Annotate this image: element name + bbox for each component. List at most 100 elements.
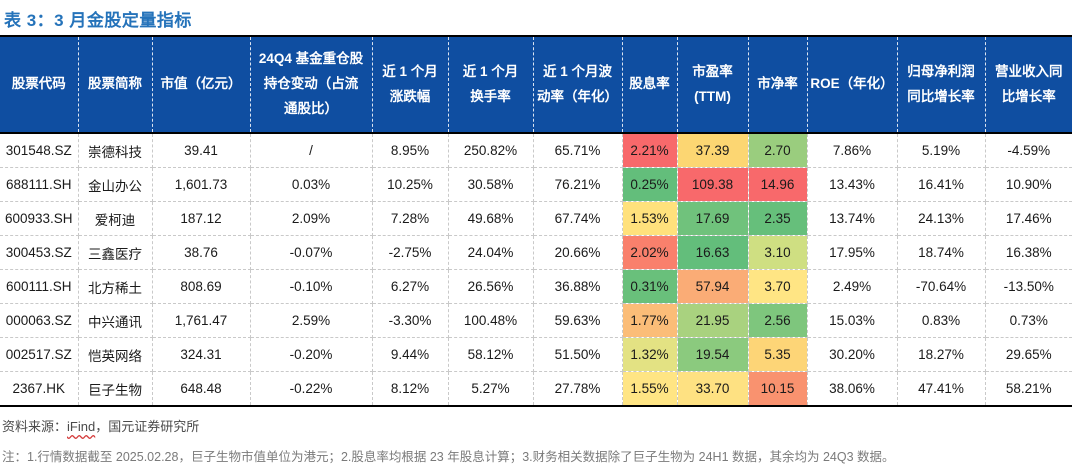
table-cell: 51.50% xyxy=(533,337,623,372)
table-cell: 27.78% xyxy=(533,371,623,406)
table-cell: 13.74% xyxy=(807,201,898,236)
table-cell: 49.68% xyxy=(448,201,534,236)
table-cell: 324.31 xyxy=(152,337,251,372)
table-cell: 8.12% xyxy=(372,371,449,406)
column-header-6: 近 1 个月波 动率（年化） xyxy=(533,37,623,133)
heatmap-cell: 3.70 xyxy=(748,269,808,304)
table-cell: 100.48% xyxy=(448,303,534,338)
column-header-8: 市盈率 (TTM) xyxy=(677,37,749,133)
table-cell: 崇德科技 xyxy=(78,133,153,168)
table-cell: 24.04% xyxy=(448,235,534,270)
table-cell: 65.71% xyxy=(533,133,623,168)
column-header-10: ROE（年化） xyxy=(807,37,898,133)
table-cell: -3.30% xyxy=(372,303,449,338)
table-cell: 250.82% xyxy=(448,133,534,168)
table-cell: 0.03% xyxy=(250,167,373,202)
heatmap-cell: 57.94 xyxy=(677,269,749,304)
table-cell: 10.90% xyxy=(985,167,1072,202)
table-cell: 59.63% xyxy=(533,303,623,338)
heatmap-cell: 37.39 xyxy=(677,133,749,168)
table-cell: 76.21% xyxy=(533,167,623,202)
table-cell: 7.86% xyxy=(807,133,898,168)
table-cell: 9.44% xyxy=(372,337,449,372)
heatmap-cell: 5.35 xyxy=(748,337,808,372)
table-cell: 爱柯迪 xyxy=(78,201,153,236)
table-cell: 808.69 xyxy=(152,269,251,304)
table-cell: 17.95% xyxy=(807,235,898,270)
table-cell: -2.75% xyxy=(372,235,449,270)
column-header-1: 股票简称 xyxy=(78,37,153,133)
table-cell: 10.25% xyxy=(372,167,449,202)
table-cell: 20.66% xyxy=(533,235,623,270)
source-ifind: iFind xyxy=(67,419,96,434)
table-cell: -13.50% xyxy=(985,269,1072,304)
table-cell: 17.46% xyxy=(985,201,1072,236)
heatmap-cell: 33.70 xyxy=(677,371,749,406)
heatmap-cell: 0.31% xyxy=(622,269,678,304)
title-divider xyxy=(0,35,1072,37)
column-header-0: 股票代码 xyxy=(0,37,79,133)
table-cell: -0.10% xyxy=(250,269,373,304)
heatmap-cell: 1.53% xyxy=(622,201,678,236)
column-header-4: 近 1 个月 涨跌幅 xyxy=(372,37,449,133)
table-cell: 29.65% xyxy=(985,337,1072,372)
heatmap-cell: 3.10 xyxy=(748,235,808,270)
table-cell: 67.74% xyxy=(533,201,623,236)
column-header-5: 近 1 个月 换手率 xyxy=(448,37,534,133)
header-row: 股票代码 股票简称 市值（亿元） 24Q4 基金重仓股 持仓变动（占流 通股比）近 1… xyxy=(0,37,1072,133)
table-row: 000063.SZ 中兴通讯 1,761.47 2.59% -3.30% 100.48% 5… xyxy=(0,303,1072,338)
table-cell: 688111.SH xyxy=(0,167,79,202)
table-cell: 000063.SZ xyxy=(0,303,79,338)
heatmap-cell: 109.38 xyxy=(677,167,749,202)
footnote-line: 注：1.行情数据截至 2025.02.28，巨子生物市值单位为港元；2.股息率均… xyxy=(2,450,895,464)
heatmap-cell: 2.56 xyxy=(748,303,808,338)
table-cell: 600111.SH xyxy=(0,269,79,304)
table-cell: 18.74% xyxy=(897,235,986,270)
heatmap-cell: 16.63 xyxy=(677,235,749,270)
table-row: 600933.SH 爱柯迪 187.12 2.09% 7.28% 49.68% 67.74%… xyxy=(0,201,1072,236)
heatmap-cell: 1.32% xyxy=(622,337,678,372)
table-cell: 30.58% xyxy=(448,167,534,202)
column-header-12: 营业收入同 比增长率 xyxy=(985,37,1072,133)
table-cell: 2367.HK xyxy=(0,371,79,406)
table-cell: 36.88% xyxy=(533,269,623,304)
table-header: 股票代码 股票简称 市值（亿元） 24Q4 基金重仓股 持仓变动（占流 通股比）近 1… xyxy=(0,37,1072,133)
heatmap-cell: 10.15 xyxy=(748,371,808,406)
table-cell: -0.20% xyxy=(250,337,373,372)
table-cell: / xyxy=(250,133,373,168)
table-cell: -70.64% xyxy=(897,269,986,304)
column-header-2: 市值（亿元） xyxy=(152,37,251,133)
heatmap-cell: 19.54 xyxy=(677,337,749,372)
table-cell: 648.48 xyxy=(152,371,251,406)
table-cell: 58.12% xyxy=(448,337,534,372)
column-header-9: 市净率 xyxy=(748,37,808,133)
table-cell: 2.59% xyxy=(250,303,373,338)
column-header-7: 股息率 xyxy=(622,37,678,133)
table-cell: 2.49% xyxy=(807,269,898,304)
table-cell: 金山办公 xyxy=(78,167,153,202)
table-cell: 6.27% xyxy=(372,269,449,304)
source-line: 资料来源：iFind，国元证券研究所 xyxy=(2,416,1072,435)
table-cell: 38.06% xyxy=(807,371,898,406)
table-cell: 30.20% xyxy=(807,337,898,372)
column-header-11: 归母净利润 同比增长率 xyxy=(897,37,986,133)
source-suffix: ，国元证券研究所 xyxy=(95,419,200,434)
table-cell: 26.56% xyxy=(448,269,534,304)
heatmap-cell: 2.21% xyxy=(622,133,678,168)
table-cell: 39.41 xyxy=(152,133,251,168)
table-cell: 600933.SH xyxy=(0,201,79,236)
table-cell: 187.12 xyxy=(152,201,251,236)
table-cell: 中兴通讯 xyxy=(78,303,153,338)
table-cell: 1,761.47 xyxy=(152,303,251,338)
table-cell: 北方稀土 xyxy=(78,269,153,304)
table-row: 688111.SH 金山办公 1,601.73 0.03% 10.25% 30.58% 76… xyxy=(0,167,1072,202)
table-cell: 47.41% xyxy=(897,371,986,406)
table-row: 002517.SZ 恺英网络 324.31 -0.20% 9.44% 58.12% 51.5… xyxy=(0,337,1072,372)
table-cell: 300453.SZ xyxy=(0,235,79,270)
table-body: 301548.SZ 崇德科技 39.41/8.95% 250.82% 65.71% 2.2… xyxy=(0,133,1072,406)
table-cell: 24.13% xyxy=(897,201,986,236)
table-cell: 58.21% xyxy=(1005,381,1052,396)
table-cell: 0.83% xyxy=(897,303,986,338)
column-header-3: 24Q4 基金重仓股 持仓变动（占流 通股比） xyxy=(250,37,373,133)
table-cell: 16.38% xyxy=(985,235,1072,270)
